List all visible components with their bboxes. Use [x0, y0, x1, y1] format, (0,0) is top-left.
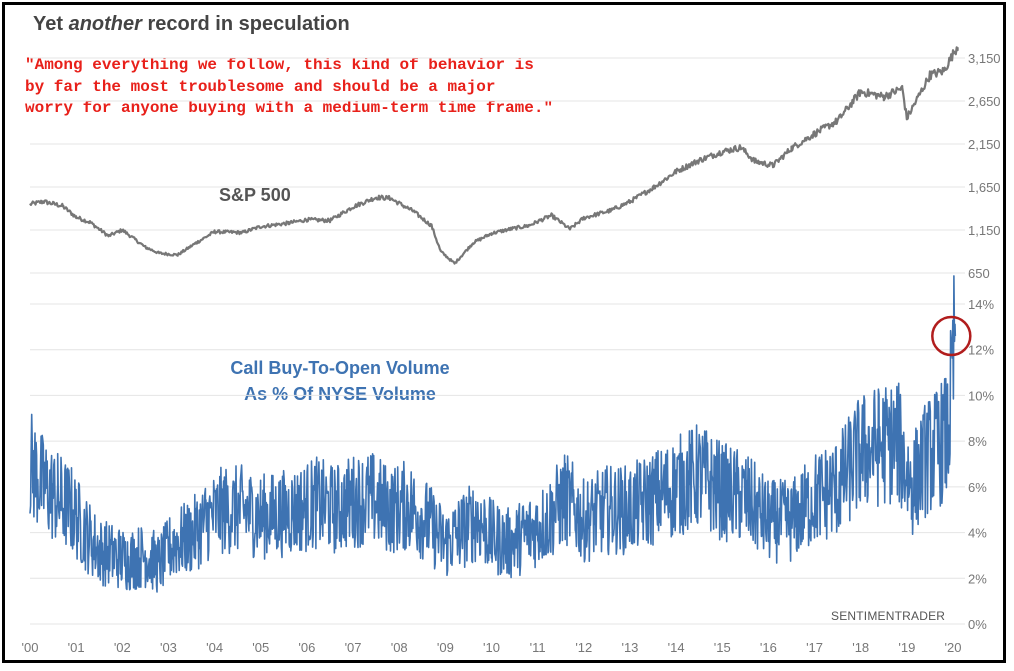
x-axis-tick-label: '14 — [668, 640, 685, 655]
x-axis-tick-label: '00 — [22, 640, 39, 655]
call-volume-y-tick-label: 2% — [968, 571, 987, 586]
chart-title: Yet another record in speculation — [33, 13, 350, 35]
x-axis-tick-label: '09 — [437, 640, 454, 655]
x-axis-tick-label: '07 — [345, 640, 362, 655]
quote-annotation: "Among everything we follow, this kind o… — [25, 56, 554, 117]
call-volume-line — [29, 275, 957, 593]
x-axis-tick-label: '02 — [114, 640, 131, 655]
call-volume-y-tick-label: 6% — [968, 480, 987, 495]
sp500-line — [29, 46, 959, 265]
x-axis-tick-label: '19 — [898, 640, 915, 655]
call-volume-y-tick-label: 8% — [968, 434, 987, 449]
sp500-y-tick-label: 650 — [968, 266, 990, 281]
x-axis-tick-label: '18 — [852, 640, 869, 655]
call-volume-y-tick-label: 0% — [968, 617, 987, 632]
x-axis-tick-label: '05 — [252, 640, 269, 655]
sp500-series-label: S&P 500 — [219, 185, 291, 205]
x-axis-tick-label: '15 — [714, 640, 731, 655]
call-volume-y-tick-label: 10% — [968, 388, 994, 403]
call-volume-y-tick-label: 14% — [968, 297, 994, 312]
sp500-y-tick-label: 1,650 — [968, 180, 1001, 195]
x-axis-tick-label: '08 — [391, 640, 408, 655]
x-axis-tick-label: '10 — [483, 640, 500, 655]
x-axis-tick-label: '03 — [160, 640, 177, 655]
x-axis-tick-label: '12 — [575, 640, 592, 655]
x-axis-tick-label: '16 — [760, 640, 777, 655]
highlight-circle — [931, 315, 972, 357]
sp500-y-tick-label: 2,150 — [968, 137, 1001, 152]
sp500-y-tick-label: 2,650 — [968, 94, 1001, 109]
x-axis-tick-label: '11 — [530, 640, 546, 655]
x-axis-tick-label: '01 — [68, 640, 85, 655]
x-axis-tick-label: '04 — [206, 640, 223, 655]
watermark: SENTIMENTRADER — [831, 609, 946, 623]
sp500-y-tick-label: 1,150 — [968, 223, 1001, 238]
x-axis-tick-label: '17 — [806, 640, 823, 655]
x-axis-tick-label: '06 — [298, 640, 315, 655]
call-volume-series-label: Call Buy-To-Open Volume As % Of NYSE Vol… — [230, 358, 450, 404]
call-volume-y-tick-label: 12% — [968, 343, 994, 358]
x-axis-tick-label: '13 — [621, 640, 638, 655]
sp500-y-tick-label: 3,150 — [968, 51, 1001, 66]
call-volume-y-tick-label: 4% — [968, 526, 987, 541]
x-axis-tick-label: '20 — [945, 640, 962, 655]
